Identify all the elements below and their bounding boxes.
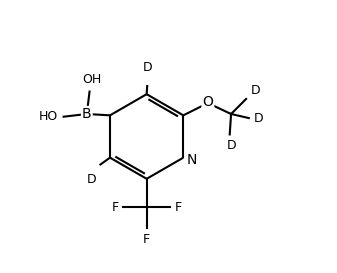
Text: F: F — [175, 201, 182, 214]
Text: N: N — [187, 153, 197, 167]
Text: D: D — [87, 174, 96, 186]
Text: F: F — [112, 201, 119, 214]
Text: F: F — [143, 233, 150, 246]
Text: O: O — [203, 95, 213, 109]
Text: B: B — [82, 107, 92, 121]
Text: D: D — [143, 61, 153, 74]
Text: D: D — [226, 139, 236, 152]
Text: OH: OH — [82, 73, 101, 86]
Text: D: D — [254, 112, 263, 124]
Text: D: D — [251, 84, 261, 97]
Text: HO: HO — [38, 110, 58, 123]
